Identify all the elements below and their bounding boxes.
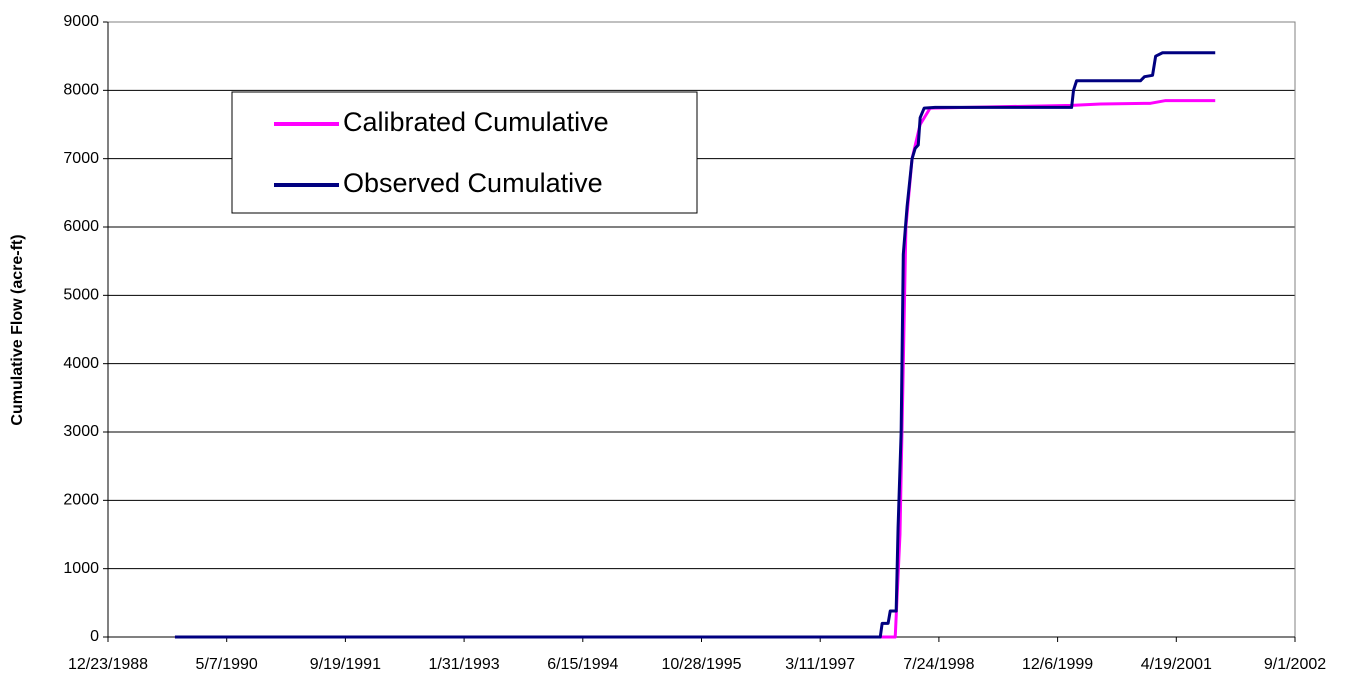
y-tick-label: 2000 [63,492,99,509]
y-tick-label: 3000 [63,423,99,440]
y-tick-label: 0 [90,628,99,645]
data-line [174,51,1216,639]
y-tick-label: 9000 [63,13,99,30]
y-tick-label: 8000 [63,82,99,99]
y-tick-label: 4000 [63,355,99,372]
y-tick-label: 1000 [63,560,99,577]
y-tick-label: 7000 [63,150,99,167]
y-tick-label: 5000 [63,287,99,304]
x-tick-label: 4/19/2001 [1141,656,1212,673]
x-tick-label: 3/11/1997 [785,656,855,673]
x-tick-label: 12/6/1999 [1022,656,1093,673]
x-tick-label: 5/7/1990 [196,656,258,673]
legend-label: Calibrated Cumulative [343,107,609,137]
x-tick-label: 6/15/1994 [547,656,618,673]
x-tick-label: 1/31/1993 [429,656,500,673]
y-tick-label: 6000 [63,218,99,235]
x-tick-label: 9/19/1991 [310,656,381,673]
legend-label: Observed Cumulative [343,168,603,198]
x-tick-label: 12/23/1988 [68,656,148,673]
legend-box [231,91,698,214]
x-tick-label: 9/1/2002 [1264,656,1326,673]
x-tick-label: 10/28/1995 [661,656,741,673]
y-axis-title: Cumulative Flow (acre-ft) [9,234,26,425]
x-tick-label: 7/24/1998 [903,656,974,673]
